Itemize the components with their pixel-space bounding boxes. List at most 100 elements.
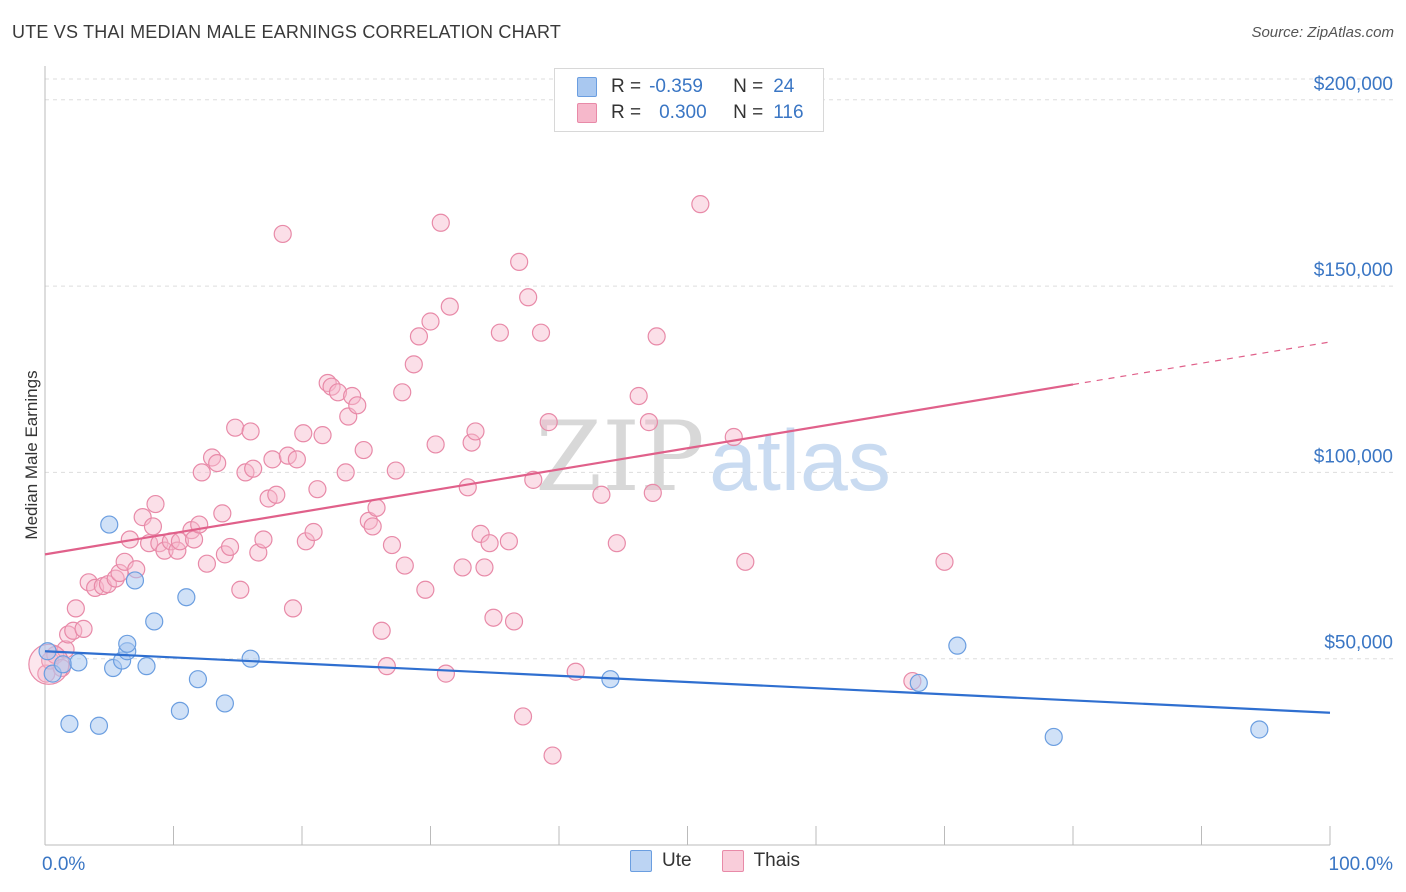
thais-legend-label: Thais [753, 850, 801, 871]
series-legend: Ute Thais [630, 850, 830, 872]
thai-point [213, 504, 232, 523]
thai-point [278, 446, 297, 465]
thai-point [499, 532, 518, 551]
thai-point [226, 418, 245, 437]
thai-point [458, 478, 477, 497]
legend-n-value: 116 [773, 102, 804, 123]
thai-point [736, 552, 755, 571]
ute-point [188, 670, 208, 689]
ute-point [60, 714, 79, 734]
ute-trend-line [44, 650, 1331, 714]
thai-point [241, 422, 260, 441]
legend-row-thai: R = 0.300 N = 116 [577, 100, 804, 126]
thai-point [440, 297, 459, 316]
thai-point [208, 453, 227, 473]
axes [44, 66, 1331, 846]
thai-point [935, 552, 954, 571]
thai-point [220, 537, 240, 557]
thai-point [254, 530, 273, 549]
thai-point [395, 556, 414, 575]
thai-point [66, 599, 85, 618]
thai-point [510, 252, 529, 271]
thai-point [647, 327, 666, 346]
x-tick-label: 100.0% [1329, 854, 1394, 875]
y-axis-title: Median Male Earnings [22, 370, 41, 539]
ute-point [1250, 720, 1269, 739]
correlation-legend: R = -0.359 N = 24 R = 0.300 N = 116 [554, 68, 824, 132]
ute-point [125, 571, 145, 590]
ute-point [177, 588, 196, 607]
thai-point [202, 448, 222, 467]
thai-trend-extension [1072, 341, 1331, 386]
ute-point [170, 701, 190, 720]
thai-point [409, 327, 429, 346]
thai-point [480, 534, 499, 553]
thai-point [543, 746, 562, 765]
thai-point [453, 558, 472, 577]
legend-r-value: -0.359 [649, 76, 703, 97]
thai-point [393, 383, 412, 402]
thai-point [143, 517, 163, 536]
thai-point [348, 396, 367, 415]
legend-row-ute: R = -0.359 N = 24 [577, 74, 794, 100]
thai-point [304, 522, 323, 542]
watermark-atlas: atlas [709, 413, 891, 509]
thai-point [273, 224, 292, 244]
ute-swatch [577, 77, 597, 97]
ute-legend-label: Ute [662, 850, 692, 871]
ute-point [100, 515, 119, 534]
ute-point [89, 716, 109, 735]
thai-points [28, 195, 954, 765]
thai-trend-line [44, 383, 1074, 556]
thai-point [531, 323, 551, 342]
thai-point [377, 657, 396, 676]
thai-point [146, 494, 165, 514]
thai-point [539, 413, 558, 432]
thai-point [607, 534, 626, 553]
chart-title: UTE VS THAI MEDIAN MALE EARNINGS CORRELA… [12, 22, 562, 42]
thai-point [421, 312, 440, 331]
ute-point [69, 653, 88, 672]
thai-point [639, 413, 659, 432]
thai-point [504, 612, 524, 631]
thai-point [643, 483, 662, 502]
thai-point [336, 463, 355, 482]
ute-legend-swatch [630, 850, 652, 872]
thai-point [363, 517, 382, 536]
ute-point [241, 649, 260, 668]
ute-point [53, 655, 73, 674]
gridlines [45, 78, 1395, 660]
legend-item-ute[interactable]: Ute [630, 850, 692, 872]
thai-point [133, 508, 152, 527]
thai-point [287, 450, 306, 469]
legend-n-value: 24 [773, 76, 795, 97]
x-tick-label: 0.0% [42, 854, 85, 875]
ute-point [909, 673, 928, 693]
thai-point [436, 664, 456, 683]
ute-point [137, 657, 156, 676]
thai-point [367, 498, 386, 517]
trend-lines [44, 341, 1331, 714]
thai-point [267, 485, 286, 504]
thai-point [475, 558, 494, 577]
thai-point [192, 463, 211, 482]
thai-point [426, 435, 445, 454]
ute-point [215, 694, 234, 713]
thai-point [354, 440, 373, 460]
thai-point [386, 461, 405, 480]
thai-point [372, 621, 391, 640]
legend-r-label: R = [611, 76, 642, 97]
thai-point [629, 386, 648, 406]
thai-point [513, 707, 533, 726]
legend-n-label: N = [733, 102, 764, 123]
thai-point [724, 427, 743, 447]
legend-item-thais[interactable]: Thais [721, 850, 801, 872]
watermark: ZIP atlas [535, 401, 890, 513]
thai-point [231, 580, 250, 599]
ute-point [948, 636, 967, 655]
source-label: Source: ZipAtlas.com [1251, 24, 1394, 41]
thai-point [343, 386, 362, 406]
thai-point [691, 195, 710, 214]
thai-point [244, 459, 263, 478]
